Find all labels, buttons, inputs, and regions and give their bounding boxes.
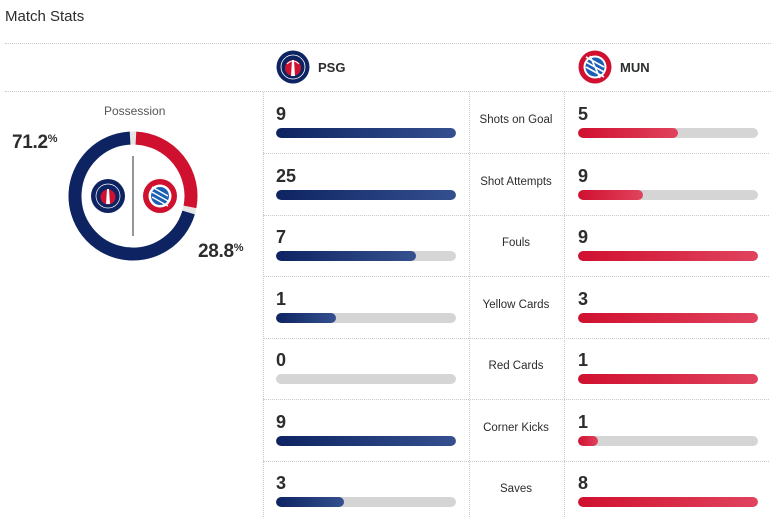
away-stat-bar (578, 128, 758, 138)
away-stat-value: 3 (578, 288, 589, 309)
away-stat-value: 5 (578, 104, 589, 124)
match-stats-title: Match Stats (5, 8, 85, 25)
column-divider (263, 92, 264, 517)
stat-row: 25 Shot Attempts 9 (263, 154, 769, 216)
home-stat-bar-fill (276, 497, 344, 507)
away-team-name: MUN (620, 59, 650, 75)
away-stat-bar (578, 251, 758, 261)
away-stat-bar-fill (578, 189, 643, 200)
away-stat-bar (578, 189, 758, 200)
away-stat-bar-fill (578, 435, 598, 446)
psg-logo-icon (276, 50, 310, 84)
stat-row: 9 Corner Kicks 1 (263, 400, 769, 462)
away-stat-bar (578, 374, 758, 384)
away-stat-bar (578, 312, 758, 323)
away-possession-number: 28.8 (198, 241, 234, 262)
away-stat-bar-fill (578, 374, 758, 384)
away-possession-value: 28.8% (198, 241, 244, 263)
divider (5, 43, 771, 44)
away-stat-bar (578, 435, 758, 446)
home-possession-number: 71.2 (12, 132, 48, 153)
stat-row: 9 Shots on Goal 5 (263, 92, 769, 154)
stat-label: Shots on Goal (479, 114, 553, 126)
home-team-header: PSG (276, 50, 346, 84)
stat-row: 3 Saves 8 (263, 461, 769, 517)
home-stat-bar-fill (276, 128, 456, 138)
home-stat-bar (276, 128, 456, 138)
row-divider (263, 337, 769, 339)
home-stat-value: 1 (276, 288, 287, 309)
possession-label: Possession (104, 104, 166, 118)
away-stat-bar-fill (578, 312, 758, 323)
home-stat-value: 7 (276, 227, 287, 247)
bayern-logo-icon (578, 50, 612, 84)
home-stat-bar (276, 435, 456, 446)
donut-bayern-logo-icon (143, 179, 177, 213)
away-stat-value: 9 (578, 165, 589, 186)
stat-row: 0 Red Cards 1 (263, 338, 769, 400)
away-stat-value: 1 (578, 350, 589, 370)
home-stat-value: 9 (276, 411, 287, 432)
home-stat-value: 3 (276, 473, 287, 493)
away-stat-value: 8 (578, 473, 589, 493)
home-stat-bar (276, 189, 456, 200)
stat-label: Saves (500, 483, 532, 495)
home-stat-bar-fill (276, 435, 456, 446)
stat-row: 7 Fouls 9 (263, 215, 769, 277)
stat-label: Fouls (501, 237, 531, 249)
away-stat-value: 1 (578, 411, 589, 432)
percent-unit: % (47, 133, 58, 145)
home-stat-value: 9 (276, 104, 287, 124)
row-divider (263, 276, 769, 277)
away-possession-arc (135, 131, 198, 209)
row-divider (263, 399, 769, 400)
column-divider (564, 92, 565, 517)
home-stat-bar (276, 374, 456, 384)
home-stat-value: 25 (276, 165, 297, 186)
home-possession-value: 71.2% (12, 132, 58, 154)
away-stat-value: 9 (578, 227, 589, 247)
stat-row: 1 Yellow Cards 3 (263, 277, 769, 339)
stat-label: Corner Kicks (483, 421, 549, 434)
home-stat-bar (276, 497, 456, 507)
home-team-name: PSG (318, 59, 346, 75)
away-stat-bar-fill (578, 128, 679, 138)
stat-label: Shot Attempts (480, 175, 552, 188)
column-divider (469, 92, 470, 517)
away-stat-bar (578, 497, 758, 507)
away-stat-bar-fill (578, 497, 758, 507)
home-stat-value: 0 (276, 350, 287, 370)
divider (5, 91, 771, 92)
home-stat-bar (276, 312, 456, 323)
home-possession-arc (68, 131, 195, 261)
percent-unit: % (233, 242, 244, 254)
donut-psg-logo-icon (91, 179, 125, 213)
home-stat-bar-fill (276, 189, 456, 200)
stat-label: Yellow Cards (482, 298, 550, 311)
home-stat-bar-fill (276, 251, 417, 261)
row-divider (263, 214, 769, 216)
home-stat-bar-fill (276, 312, 336, 323)
away-stat-bar-fill (578, 251, 758, 261)
away-team-header: MUN (578, 50, 650, 84)
stat-label: Red Cards (488, 360, 544, 372)
home-stat-bar (276, 251, 456, 261)
row-divider (263, 460, 769, 462)
possession-donut-chart (68, 131, 198, 261)
row-divider (263, 153, 769, 154)
